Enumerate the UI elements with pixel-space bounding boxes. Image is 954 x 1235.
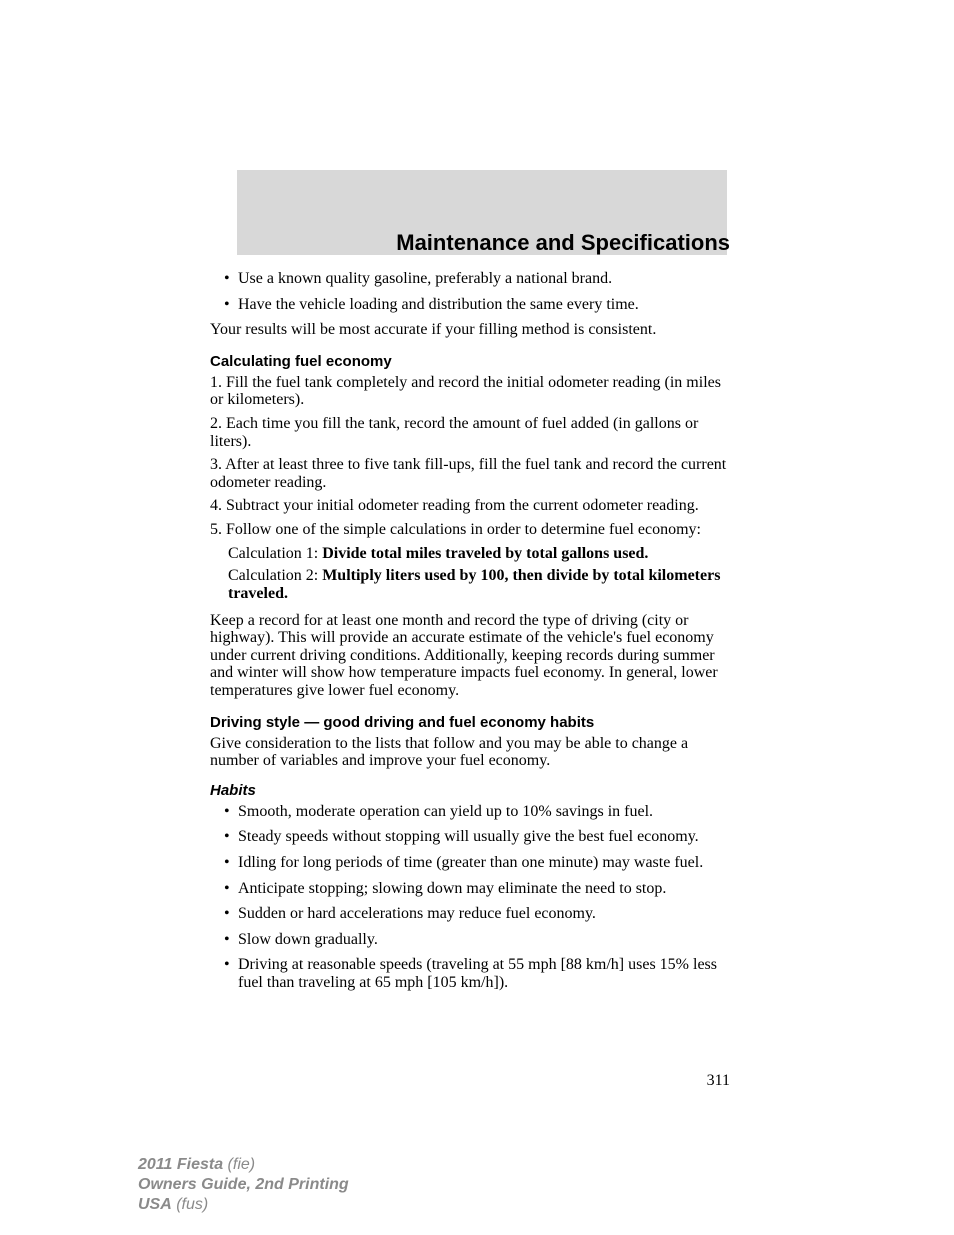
step-text: 1. Fill the fuel tank completely and rec… <box>210 374 730 409</box>
list-item: Driving at reasonable speeds (traveling … <box>224 956 730 991</box>
footer-code: (fie) <box>223 1156 255 1173</box>
step-text: 4. Subtract your initial odometer readin… <box>210 497 730 515</box>
list-item: Have the vehicle loading and distributio… <box>224 296 730 314</box>
step-text: 2. Each time you fill the tank, record t… <box>210 415 730 450</box>
footer-line-3: USA (fus) <box>138 1195 349 1215</box>
list-item: Smooth, moderate operation can yield up … <box>224 803 730 821</box>
list-item: Slow down gradually. <box>224 931 730 949</box>
habits-bullet-list: Smooth, moderate operation can yield up … <box>210 803 730 992</box>
list-item: Idling for long periods of time (greater… <box>224 854 730 872</box>
calc-label: Calculation 1: <box>228 545 322 562</box>
list-item: Use a known quality gasoline, preferably… <box>224 270 730 288</box>
page: Maintenance and Specifications Use a kno… <box>0 0 954 1235</box>
section-heading-driving-style: Driving style — good driving and fuel ec… <box>210 714 730 731</box>
footer-block: 2011 Fiesta (fie) Owners Guide, 2nd Prin… <box>138 1155 349 1215</box>
footer-model: 2011 Fiesta <box>138 1156 223 1173</box>
calculation-1: Calculation 1: Divide total miles travel… <box>210 545 730 563</box>
subheading-habits: Habits <box>210 782 730 799</box>
section1-closing-text: Keep a record for at least one month and… <box>210 612 730 700</box>
list-item: Anticipate stopping; slowing down may el… <box>224 880 730 898</box>
section-heading-calculating: Calculating fuel economy <box>210 353 730 370</box>
calc-label: Calculation 2: <box>228 567 322 584</box>
intro-bullet-list: Use a known quality gasoline, preferably… <box>210 270 730 313</box>
footer-line-2: Owners Guide, 2nd Printing <box>138 1175 349 1195</box>
step-text: 3. After at least three to five tank fil… <box>210 456 730 491</box>
footer-region-code: (fus) <box>172 1196 208 1213</box>
page-content: Use a known quality gasoline, preferably… <box>210 270 730 1000</box>
calculation-2: Calculation 2: Multiply liters used by 1… <box>210 567 730 604</box>
step-text: 5. Follow one of the simple calculations… <box>210 521 730 539</box>
footer-region: USA <box>138 1196 172 1213</box>
calc-bold: Divide total miles traveled by total gal… <box>322 545 648 562</box>
chapter-title: Maintenance and Specifications <box>210 230 730 256</box>
section2-intro-text: Give consideration to the lists that fol… <box>210 735 730 770</box>
intro-closing-text: Your results will be most accurate if yo… <box>210 321 730 339</box>
list-item: Steady speeds without stopping will usua… <box>224 828 730 846</box>
footer-line-1: 2011 Fiesta (fie) <box>138 1155 349 1175</box>
list-item: Sudden or hard accelerations may reduce … <box>224 905 730 923</box>
page-number: 311 <box>707 1072 730 1090</box>
